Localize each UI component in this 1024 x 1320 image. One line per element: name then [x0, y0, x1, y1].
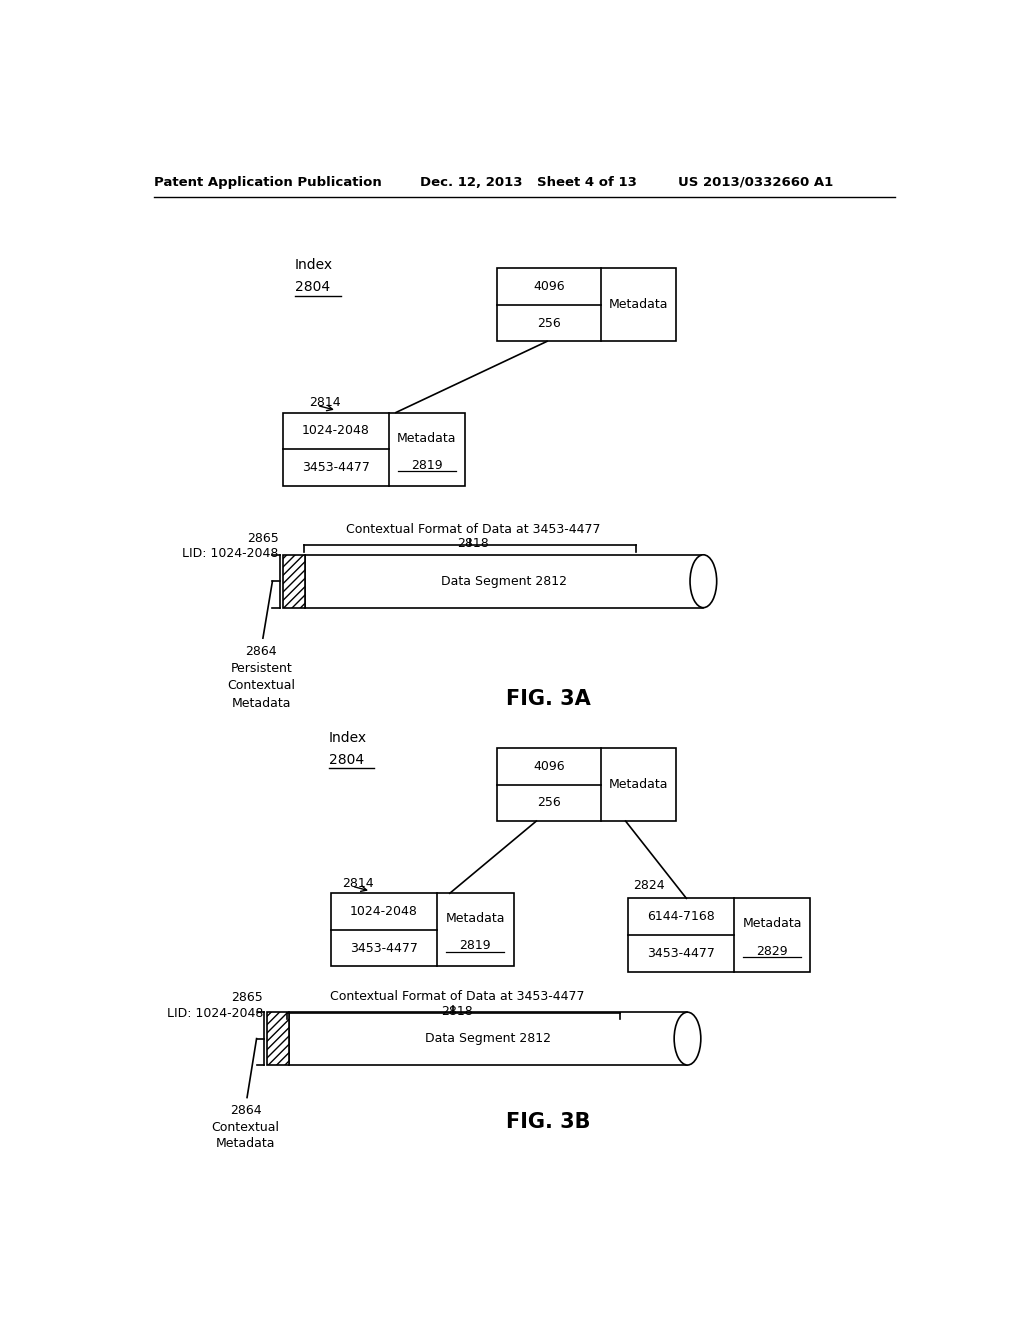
- Text: 1024-2048: 1024-2048: [302, 424, 370, 437]
- Text: Metadata: Metadata: [608, 298, 668, 312]
- Text: 2814: 2814: [342, 876, 374, 890]
- Text: 2864: 2864: [246, 645, 278, 657]
- Bar: [497, 268, 676, 342]
- Bar: [289, 1012, 687, 1065]
- Text: 3453-4477: 3453-4477: [350, 941, 418, 954]
- Text: Metadata: Metadata: [445, 912, 505, 925]
- Bar: [331, 894, 514, 966]
- Text: 3453-4477: 3453-4477: [302, 461, 370, 474]
- Text: Contextual: Contextual: [211, 1121, 280, 1134]
- Text: 2818: 2818: [458, 537, 489, 550]
- Text: Data Segment 2812: Data Segment 2812: [441, 574, 567, 587]
- Text: 4096: 4096: [534, 760, 564, 772]
- Text: 1024-2048: 1024-2048: [350, 906, 418, 917]
- Text: Index: Index: [295, 259, 333, 272]
- Text: Contextual Format of Data at 3453-4477: Contextual Format of Data at 3453-4477: [330, 990, 585, 1003]
- Bar: [628, 899, 811, 972]
- Text: 6144-7168: 6144-7168: [647, 909, 715, 923]
- Text: US 2013/0332660 A1: US 2013/0332660 A1: [678, 176, 834, 189]
- Text: Data Segment 2812: Data Segment 2812: [425, 1032, 551, 1045]
- Ellipse shape: [674, 1012, 700, 1065]
- Text: 2819: 2819: [412, 458, 442, 471]
- Text: FIG. 3A: FIG. 3A: [506, 689, 591, 709]
- Text: 2864: 2864: [229, 1105, 261, 1117]
- Text: 3453-4477: 3453-4477: [647, 946, 715, 960]
- Text: 4096: 4096: [534, 280, 564, 293]
- Bar: [283, 554, 305, 607]
- Text: 2804: 2804: [295, 280, 330, 294]
- Bar: [305, 554, 703, 607]
- Text: 2814: 2814: [309, 396, 341, 409]
- Text: 2865: 2865: [247, 532, 279, 545]
- Text: Contextual: Contextual: [227, 680, 295, 693]
- Text: LID: 1024-2048: LID: 1024-2048: [182, 548, 279, 560]
- Text: Metadata: Metadata: [608, 777, 668, 791]
- Text: Dec. 12, 2013: Dec. 12, 2013: [420, 176, 522, 189]
- Text: 2865: 2865: [231, 991, 263, 1005]
- Text: LID: 1024-2048: LID: 1024-2048: [167, 1007, 263, 1019]
- Text: Patent Application Publication: Patent Application Publication: [155, 176, 382, 189]
- Text: FIG. 3B: FIG. 3B: [506, 1111, 591, 1133]
- Text: Contextual Format of Data at 3453-4477: Contextual Format of Data at 3453-4477: [346, 523, 600, 536]
- Text: 2819: 2819: [460, 940, 492, 953]
- Ellipse shape: [690, 554, 717, 607]
- Text: Metadata: Metadata: [216, 1137, 275, 1150]
- Text: Metadata: Metadata: [742, 917, 802, 931]
- Bar: [497, 748, 676, 821]
- Text: Index: Index: [329, 731, 367, 744]
- Text: 256: 256: [537, 317, 561, 330]
- Text: Persistent: Persistent: [230, 663, 292, 675]
- Bar: [283, 413, 465, 486]
- Text: Metadata: Metadata: [397, 432, 457, 445]
- Text: 2818: 2818: [441, 1005, 473, 1018]
- Text: 2824: 2824: [633, 879, 665, 891]
- Text: Metadata: Metadata: [231, 697, 291, 710]
- Text: 2829: 2829: [757, 945, 788, 957]
- Text: 2804: 2804: [329, 754, 364, 767]
- Text: 256: 256: [537, 796, 561, 809]
- Text: Sheet 4 of 13: Sheet 4 of 13: [537, 176, 637, 189]
- Bar: [267, 1012, 289, 1065]
